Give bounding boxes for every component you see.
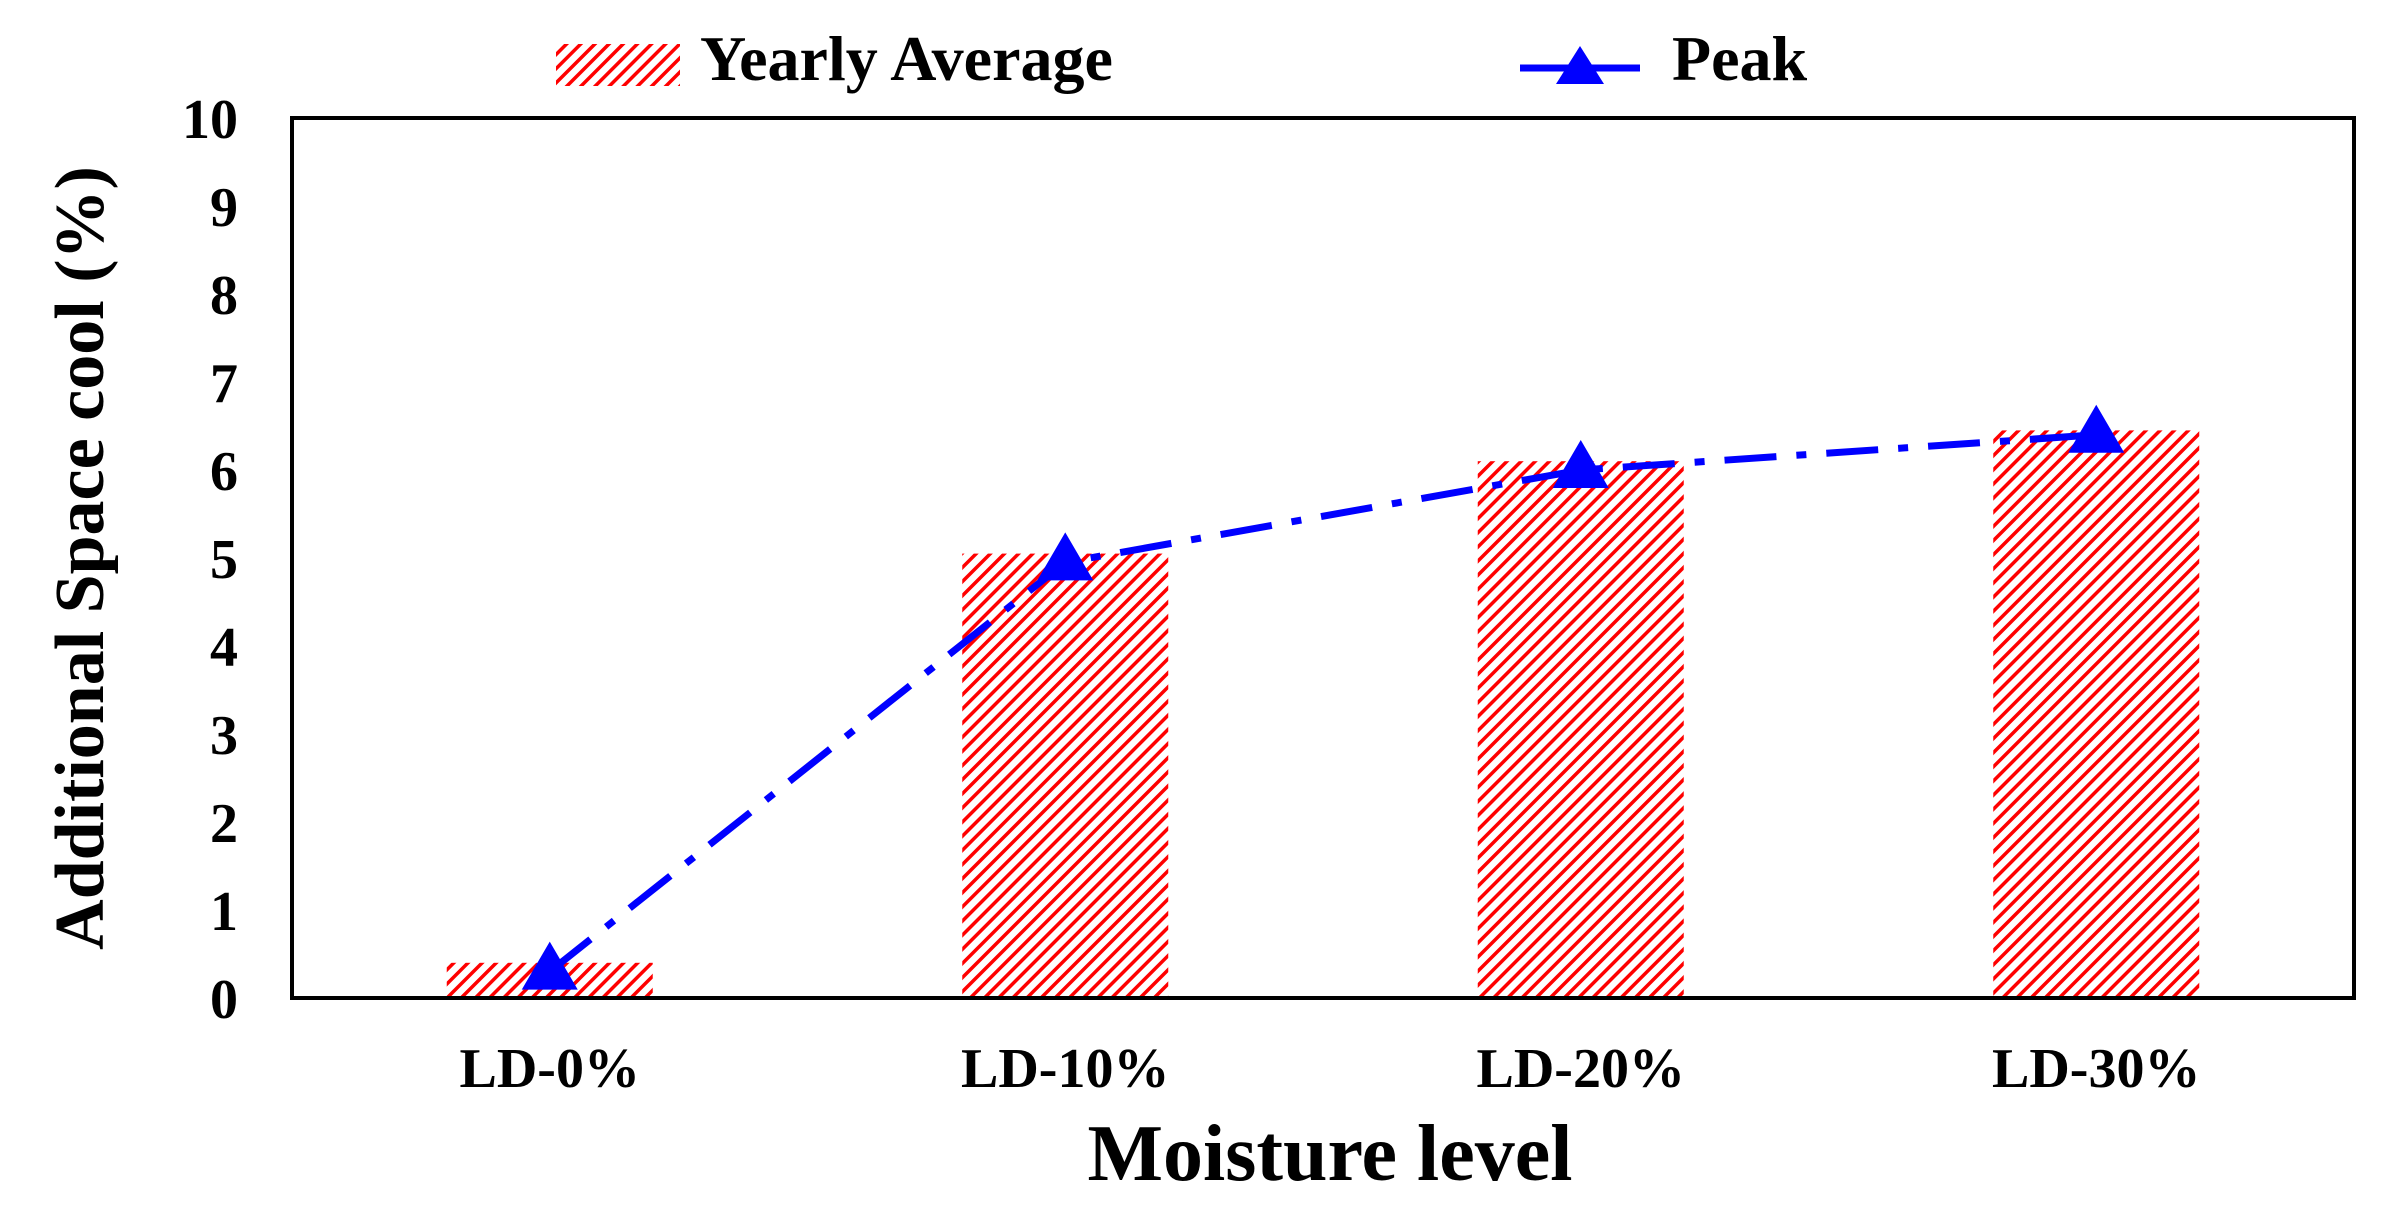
peak-line (547, 431, 2097, 975)
y-tick-label: 1 (210, 881, 238, 943)
bar-ld-10pct (962, 553, 1169, 998)
peak-series (521, 404, 2125, 990)
y-tick-label: 6 (210, 441, 238, 503)
legend-swatch-yearly-average (556, 44, 680, 86)
x-tick-label: LD-0% (460, 1038, 640, 1100)
legend-marker-peak (1556, 46, 1604, 84)
bars (292, 430, 2354, 1000)
y-tick-label: 2 (210, 793, 238, 855)
x-axis-title: Moisture level (1087, 1110, 1572, 1198)
x-tick-label: LD-30% (1992, 1038, 2200, 1100)
bar-ld-30pct (1993, 430, 2200, 998)
y-tick-label: 5 (210, 529, 238, 591)
peak-marker-ld-10pct (1037, 532, 1094, 581)
x-tick-labels: LD-0% LD-10% LD-20% LD-30% (460, 1038, 2201, 1100)
peak-marker-ld-20pct (1552, 440, 1609, 488)
y-tick-label: 0 (210, 969, 238, 1031)
y-axis-title: Additional Space cool (%) (42, 166, 119, 950)
y-tick-label: 4 (210, 617, 238, 679)
bar-ld-20pct (1477, 461, 1684, 998)
y-tick-label: 9 (210, 177, 238, 239)
legend-label-peak: Peak (1672, 23, 1808, 94)
legend: Yearly Average Peak (556, 23, 1808, 94)
legend-label-yearly-average: Yearly Average (700, 23, 1113, 94)
x-tick-label: LD-10% (961, 1038, 1169, 1100)
y-ticks: 0 1 2 3 4 5 6 7 8 9 10 (182, 89, 238, 1031)
peak-marker-ld-30pct (2068, 404, 2125, 453)
x-tick-label: LD-20% (1477, 1038, 1685, 1100)
y-tick-label: 3 (210, 705, 238, 767)
y-tick-label: 8 (210, 265, 238, 327)
y-tick-label: 10 (182, 89, 238, 151)
y-tick-label: 7 (210, 353, 238, 415)
peak-marker-ld-0pct (521, 941, 578, 990)
